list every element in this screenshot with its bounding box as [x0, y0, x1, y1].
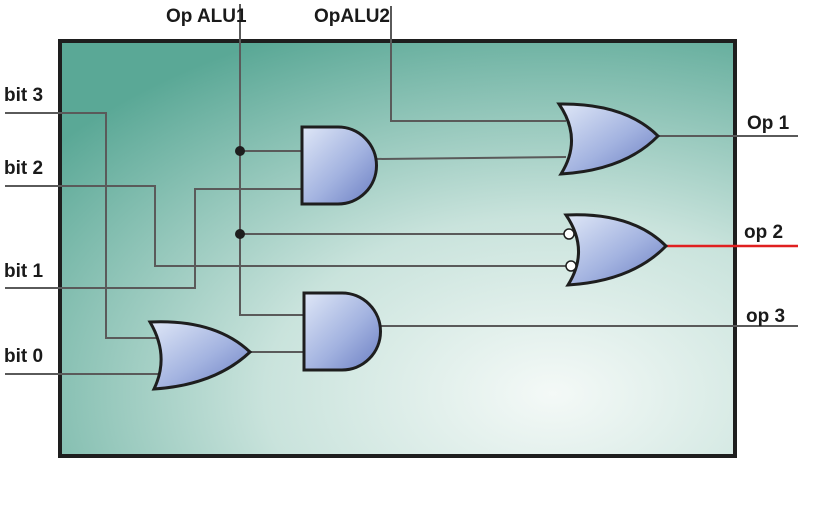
label-op-alu2: OpALU2: [314, 6, 390, 27]
wire-and-top-out: [375, 156, 567, 160]
or-gate-left: [147, 320, 253, 391]
or-gate-top-right: [556, 102, 661, 176]
wire-bit3: [5, 112, 158, 339]
inverter-bubble-top: [563, 228, 575, 240]
wire-bit1: [5, 188, 302, 289]
label-bit2: bit 2: [4, 158, 43, 179]
junction-dot-top: [235, 146, 245, 156]
label-bit3: bit 3: [4, 85, 43, 106]
wire-bit2: [5, 185, 566, 267]
or-gate-mid-right: [563, 213, 669, 287]
label-op-alu1: Op ALU1: [166, 6, 247, 27]
label-bit0: bit 0: [4, 346, 43, 367]
label-op2: op 2: [744, 222, 783, 243]
junction-dot-mid: [235, 229, 245, 239]
label-bit1: bit 1: [4, 261, 43, 282]
and-gate-top: [300, 125, 378, 206]
and-gate-bottom: [302, 291, 382, 372]
label-op1: Op 1: [747, 113, 790, 134]
wires: [5, 4, 798, 375]
wire-op-alu1: [239, 4, 304, 316]
wire-op-alu2: [390, 6, 566, 122]
label-op3: op 3: [746, 306, 785, 327]
inverter-bubble-bottom: [565, 260, 577, 272]
